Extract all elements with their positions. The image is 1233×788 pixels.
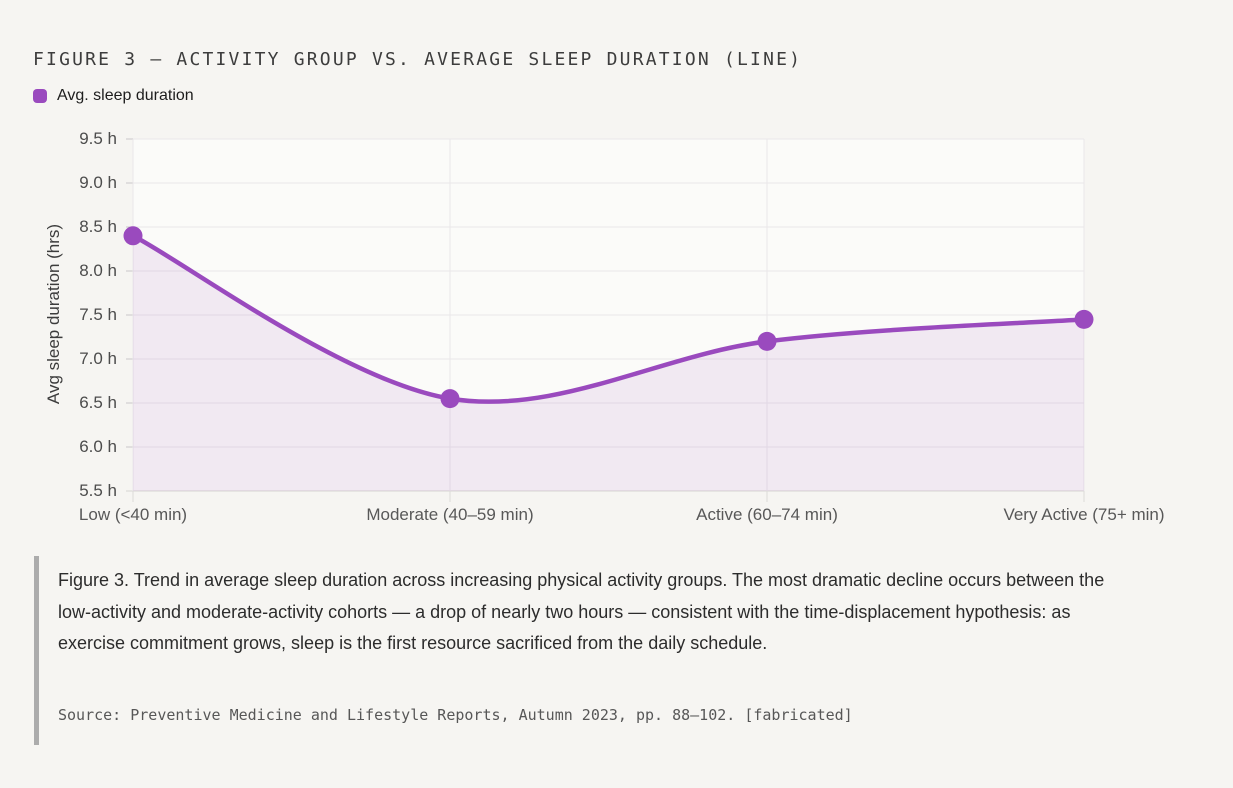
x-axis-label: Moderate (40–59 min) <box>366 505 534 524</box>
legend-swatch-icon <box>33 89 47 103</box>
trend-line <box>130 233 1087 404</box>
y-tick-label: 7.0 h <box>79 349 117 368</box>
y-tick-label: 9.5 h <box>79 129 117 148</box>
area-fill <box>133 235 1084 491</box>
y-tick-label: 8.0 h <box>79 261 117 280</box>
caption-accent-bar <box>34 556 39 745</box>
data-point-3 <box>1074 309 1094 329</box>
x-axis-label: Low (<40 min) <box>78 505 188 524</box>
data-point-0 <box>123 226 143 246</box>
figure-source: Source: Preventive Medicine and Lifestyl… <box>58 706 853 724</box>
x-axis-label: Active (60–74 min) <box>696 505 838 524</box>
figure-caption: Figure 3. Trend in average sleep duratio… <box>58 570 1105 653</box>
chart-legend: Avg. sleep duration <box>33 87 194 105</box>
x-axis-label: Very Active (75+ min) <box>1003 505 1165 524</box>
data-point-1 <box>440 389 460 409</box>
y-tick-label: 9.0 h <box>79 173 117 192</box>
figure-title: FIGURE 3 — ACTIVITY GROUP VS. AVERAGE SL… <box>33 49 803 70</box>
plot-background <box>133 139 1084 491</box>
y-tick-label: 6.0 h <box>79 437 117 456</box>
data-point-2 <box>757 331 777 351</box>
line-chart <box>123 138 1094 502</box>
y-tick-label: 5.5 h <box>79 481 117 500</box>
legend-label: Avg. sleep duration <box>57 87 194 104</box>
y-tick-label: 7.5 h <box>79 305 117 324</box>
y-tick-label: 8.5 h <box>79 217 117 236</box>
y-tick-label: 6.5 h <box>79 393 117 412</box>
